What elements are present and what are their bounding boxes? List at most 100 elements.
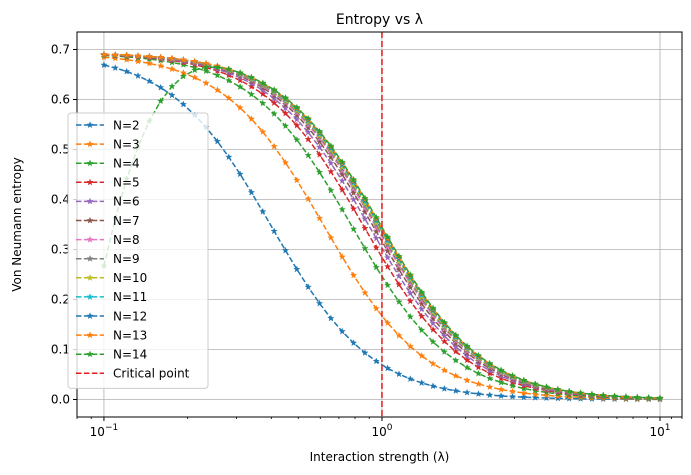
data-point [418, 312, 426, 320]
data-point [372, 243, 380, 251]
legend-marker [86, 178, 94, 186]
data-point [520, 376, 528, 384]
data-point [213, 71, 221, 79]
legend-label: N=3 [113, 137, 140, 151]
data-point [259, 90, 267, 98]
data-point [304, 195, 312, 202]
data-point [361, 215, 369, 222]
data-point [191, 73, 199, 81]
data-point [281, 246, 290, 254]
data-point [281, 122, 290, 130]
data-point [497, 385, 505, 393]
data-point [395, 261, 403, 269]
y-tick-label: 0.2 [51, 293, 70, 307]
data-point [247, 115, 256, 123]
legend-item: N=13 [76, 328, 147, 342]
y-tick-label: 0.1 [51, 343, 70, 357]
data-point [440, 366, 448, 374]
data-point [191, 66, 199, 74]
legend-marker [86, 140, 94, 148]
data-point [429, 382, 437, 390]
data-point [463, 376, 471, 384]
data-point [134, 72, 142, 79]
y-axis-ticks: 0.0 0.1 0.2 0.3 0.4 0.5 0.6 0.7 [51, 43, 77, 407]
data-point [350, 175, 358, 183]
data-point [338, 158, 346, 166]
data-point [463, 352, 471, 360]
data-point [372, 221, 380, 229]
data-point [145, 77, 153, 85]
data-point [157, 97, 165, 105]
data-point [157, 53, 165, 61]
data-point [497, 374, 505, 382]
data-point [372, 304, 380, 312]
legend-item: N=6 [76, 195, 140, 209]
data-point [429, 319, 437, 327]
data-point [350, 225, 358, 233]
data-point [452, 339, 460, 347]
legend-marker [86, 235, 94, 243]
data-point [111, 54, 119, 62]
legend-label: N=9 [113, 252, 140, 266]
data-point [486, 374, 494, 382]
data-point [168, 91, 176, 99]
data-point [656, 394, 664, 402]
data-point [429, 325, 437, 333]
x-tick-label: 100 [371, 423, 392, 439]
data-point [508, 371, 517, 379]
data-point [315, 214, 324, 222]
data-point [202, 63, 210, 71]
data-point [350, 189, 358, 196]
data-point [213, 137, 222, 145]
data-point [474, 351, 483, 359]
data-point [395, 298, 403, 305]
data-point [157, 83, 165, 91]
data-point [179, 72, 187, 80]
x-axis-ticks: 10−1 100 101 [76, 417, 683, 439]
data-point [588, 390, 596, 398]
data-point [508, 382, 517, 389]
data-point [179, 60, 187, 68]
data-point [395, 252, 403, 260]
legend-item: N=14 [76, 348, 147, 362]
data-point [213, 86, 222, 94]
data-point [576, 389, 585, 397]
legend-marker [86, 197, 94, 205]
data-point [304, 135, 312, 143]
data-point [168, 65, 176, 73]
data-point [440, 327, 448, 335]
data-point [418, 305, 426, 313]
data-point [259, 207, 267, 215]
data-point [645, 394, 653, 401]
legend-marker [86, 312, 94, 320]
y-tick-label: 0.4 [51, 193, 70, 207]
data-point [361, 224, 369, 232]
x-tick-label: 10−1 [90, 423, 119, 439]
data-point [406, 271, 414, 278]
data-point [452, 372, 460, 379]
data-point [384, 262, 392, 270]
data-point [304, 151, 312, 159]
data-point [100, 61, 108, 69]
data-point [350, 205, 358, 212]
data-point [168, 58, 176, 66]
data-point [191, 57, 199, 65]
data-point [225, 153, 233, 161]
data-point [406, 289, 414, 297]
y-axis-label: Von Neumann entropy [10, 157, 24, 292]
data-point [463, 342, 471, 350]
data-point [474, 363, 483, 371]
legend-item: N=11 [76, 290, 147, 304]
data-point [633, 393, 641, 401]
data-point [270, 94, 278, 102]
data-point [259, 99, 267, 107]
data-point [293, 136, 301, 143]
legend-label: N=13 [113, 328, 147, 342]
data-point [406, 342, 414, 350]
data-point [486, 383, 494, 391]
legend-label: N=12 [113, 309, 147, 323]
data-point [429, 338, 437, 345]
data-point [338, 166, 346, 174]
data-point [157, 62, 165, 69]
